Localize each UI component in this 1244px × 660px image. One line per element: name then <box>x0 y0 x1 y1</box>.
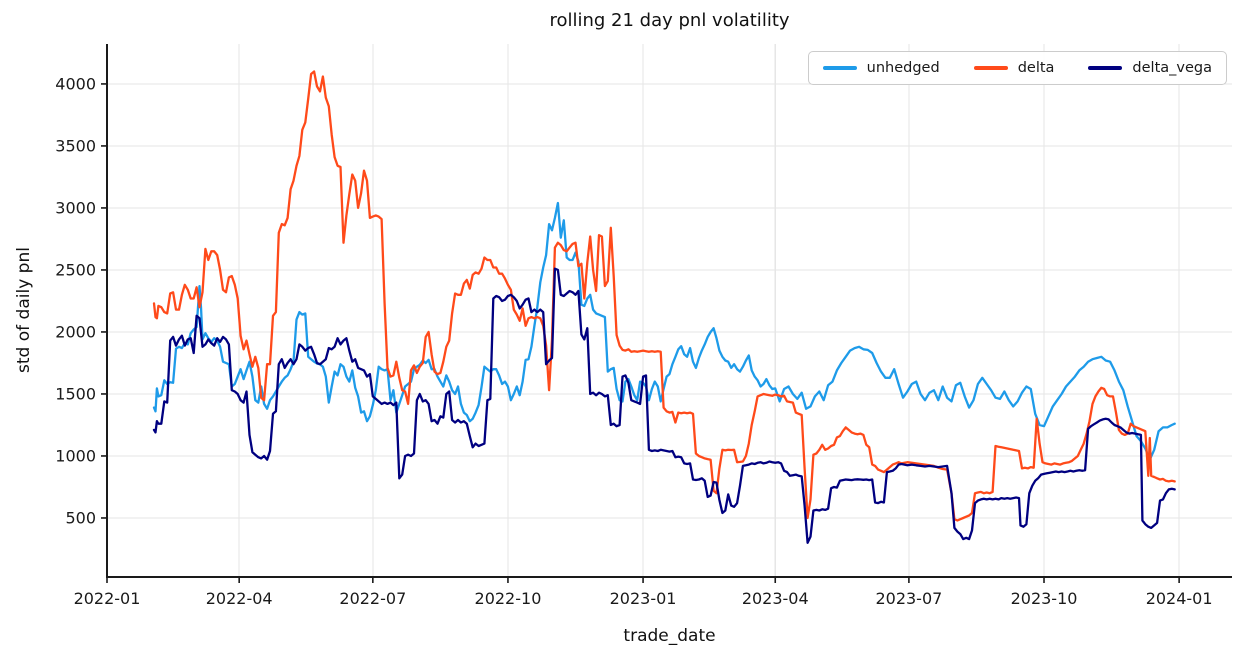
y-tick-label: 3000 <box>55 198 96 217</box>
x-tick-label: 2022-10 <box>475 589 542 608</box>
y-tick-label: 4000 <box>55 74 96 93</box>
x-axis-label: trade_date <box>623 626 716 646</box>
tick-labels: 500 1000 1500 2000 2500 3000 3500 4000 2022-01 20… <box>55 74 1212 608</box>
legend: unhedged delta delta_vega <box>807 51 1227 85</box>
legend-label-delta: delta <box>1017 60 1055 76</box>
legend-line-delta-vega-icon <box>1088 66 1123 70</box>
series-line-delta_vega <box>152 267 1176 544</box>
x-tick-label: 2022-07 <box>339 589 406 608</box>
y-tick-label: 2500 <box>55 260 96 279</box>
y-tick-label: 3500 <box>55 136 96 155</box>
legend-item-delta-vega: delta_vega <box>1088 60 1212 76</box>
chart-title: rolling 21 day pnl volatility <box>549 10 790 31</box>
series-line-unhedged <box>152 201 1176 461</box>
series-lines <box>152 70 1176 544</box>
x-tick-label: 2024-01 <box>1146 589 1213 608</box>
x-tick-label: 2023-07 <box>875 589 942 608</box>
legend-label-delta-vega: delta_vega <box>1132 60 1212 76</box>
axes <box>101 44 1232 583</box>
gridlines <box>106 44 1232 577</box>
x-tick-label: 2022-04 <box>206 589 273 608</box>
x-tick-label: 2023-04 <box>742 589 809 608</box>
x-tick-label: 2023-10 <box>1011 589 1078 608</box>
x-tick-label: 2023-01 <box>610 589 677 608</box>
legend-line-unhedged-icon <box>822 66 857 70</box>
legend-line-delta-icon <box>973 66 1008 70</box>
y-tick-label: 1000 <box>55 446 96 465</box>
y-axis-label: std of daily pnl <box>14 247 34 373</box>
y-tick-label: 1500 <box>55 384 96 403</box>
series-line-delta <box>152 70 1176 522</box>
x-tick-label: 2022-01 <box>74 589 141 608</box>
legend-label-unhedged: unhedged <box>866 60 940 76</box>
legend-item-unhedged: unhedged <box>822 60 940 76</box>
legend-item-delta: delta <box>973 60 1055 76</box>
y-tick-label: 2000 <box>55 322 96 341</box>
y-tick-label: 500 <box>65 508 96 527</box>
